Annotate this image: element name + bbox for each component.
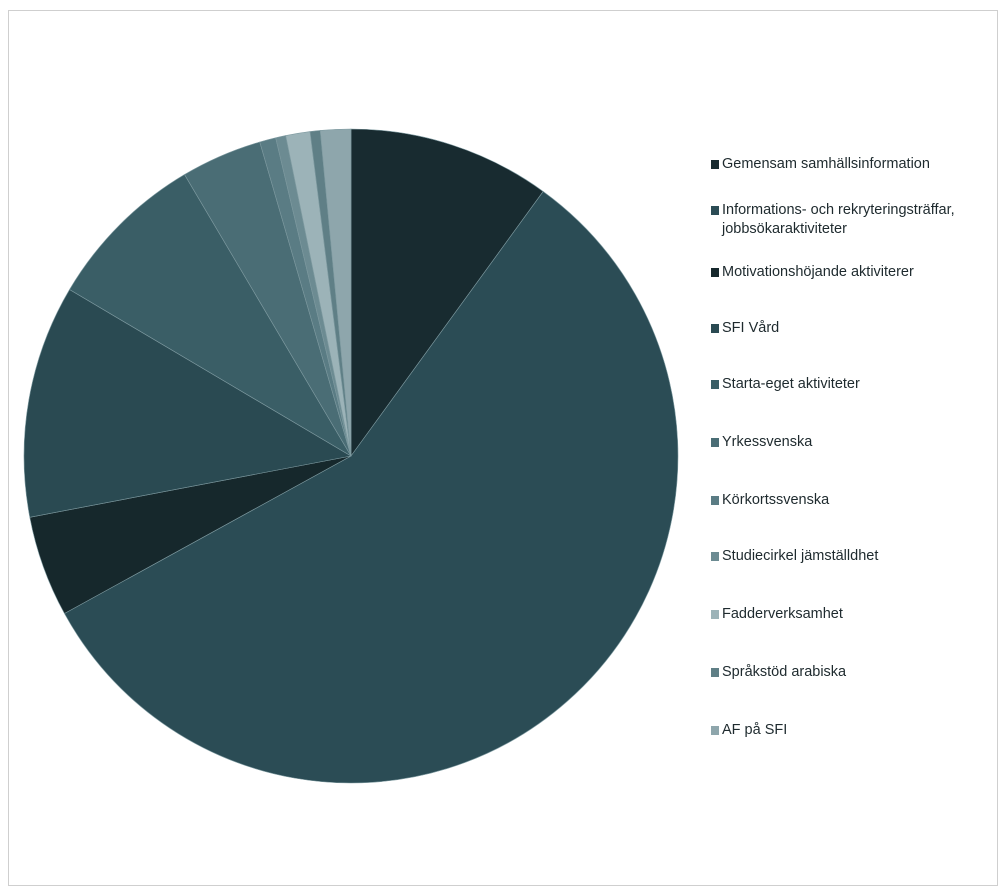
legend-item: Gemensam samhällsinformation <box>711 155 930 174</box>
legend-swatch <box>711 268 719 277</box>
legend-item: Starta-eget aktiviteter <box>711 375 860 394</box>
legend-swatch <box>711 438 719 447</box>
legend-label: SFI Vård <box>722 320 780 336</box>
legend-swatch <box>711 668 719 677</box>
legend-swatch <box>711 726 719 735</box>
legend-item: Motivationshöjande aktiviterer <box>711 263 914 282</box>
legend-label: Motivationshöjande aktiviterer <box>722 264 914 280</box>
legend-item: AF på SFI <box>711 721 787 740</box>
pie-chart <box>23 128 679 784</box>
legend-label: AF på SFI <box>722 722 788 738</box>
legend-swatch <box>711 552 719 561</box>
legend-item: Studiecirkel jämställdhet <box>711 547 878 566</box>
legend-label: Körkortssvenska <box>722 492 830 508</box>
pie-slice <box>69 174 352 457</box>
legend-item: Informations- och rekryteringsträffar, j… <box>711 201 955 239</box>
legend-swatch <box>711 610 719 619</box>
legend-swatch <box>711 380 719 389</box>
chart-frame: Gemensam samhällsinformation Informations… <box>8 10 998 886</box>
legend-swatch <box>711 496 719 505</box>
legend-label: Gemensam samhällsinformation <box>722 156 930 172</box>
pie-slice <box>319 128 352 457</box>
pie-slice <box>23 289 352 518</box>
legend-label: Informations- och rekryteringsträffar, j… <box>722 202 955 237</box>
legend-label: Fadderverksamhet <box>722 606 843 622</box>
legend-item: SFI Vård <box>711 319 779 338</box>
legend-swatch <box>711 324 719 333</box>
legend-item: Yrkessvenska <box>711 433 812 452</box>
legend-item: Fadderverksamhet <box>711 605 843 624</box>
legend-item: Språkstöd arabiska <box>711 663 846 682</box>
legend-item: Körkortssvenska <box>711 491 829 510</box>
pie-slice <box>350 128 544 457</box>
legend-label: Yrkessvenska <box>722 434 813 450</box>
legend-label: Starta-eget aktiviteter <box>722 376 860 392</box>
pie-slice <box>64 191 679 784</box>
legend-swatch <box>711 160 719 169</box>
legend-label: Studiecirkel jämställdhet <box>722 548 879 564</box>
legend-swatch <box>711 206 719 215</box>
legend-label: Språkstöd arabiska <box>722 664 847 680</box>
